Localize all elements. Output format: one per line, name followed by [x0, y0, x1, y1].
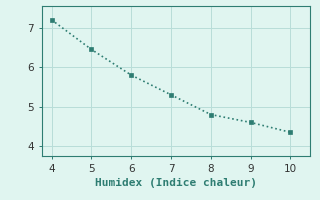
X-axis label: Humidex (Indice chaleur): Humidex (Indice chaleur)	[95, 178, 257, 188]
